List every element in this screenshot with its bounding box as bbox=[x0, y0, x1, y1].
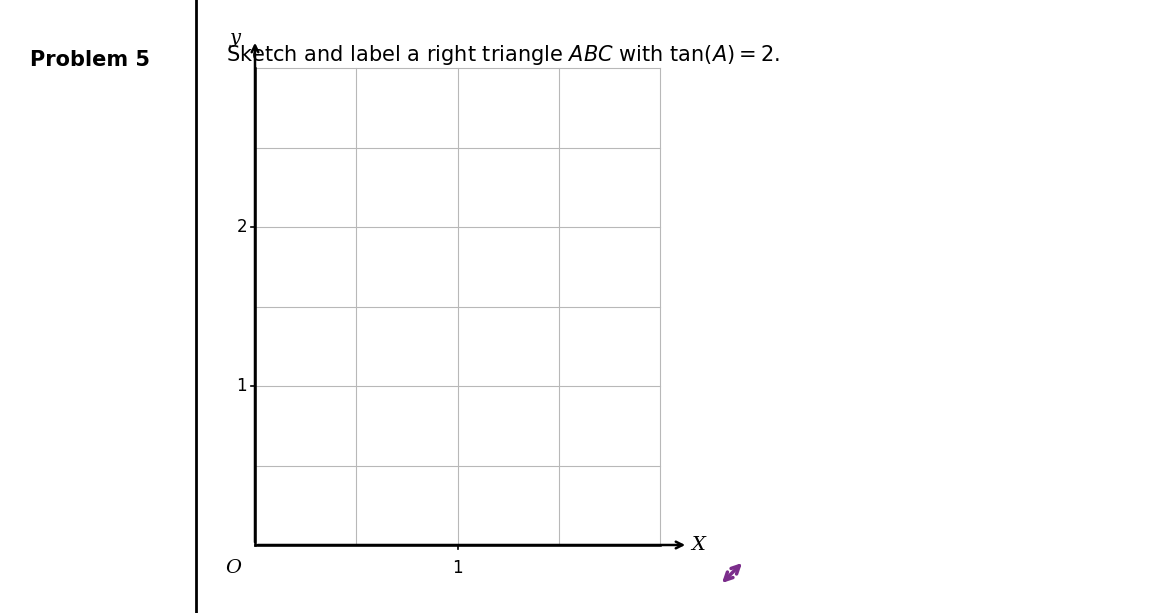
Text: Problem 5: Problem 5 bbox=[30, 50, 150, 70]
Text: 2: 2 bbox=[237, 218, 247, 236]
Text: Sketch and label a right triangle $\mathit{ABC}$ with $\tan(\mathit{A}) = 2.$: Sketch and label a right triangle $\math… bbox=[226, 43, 780, 67]
Text: O: O bbox=[225, 559, 241, 577]
Text: 1: 1 bbox=[452, 559, 463, 577]
Text: X: X bbox=[691, 536, 705, 554]
Text: 1: 1 bbox=[237, 377, 247, 395]
Text: y: y bbox=[230, 29, 241, 47]
